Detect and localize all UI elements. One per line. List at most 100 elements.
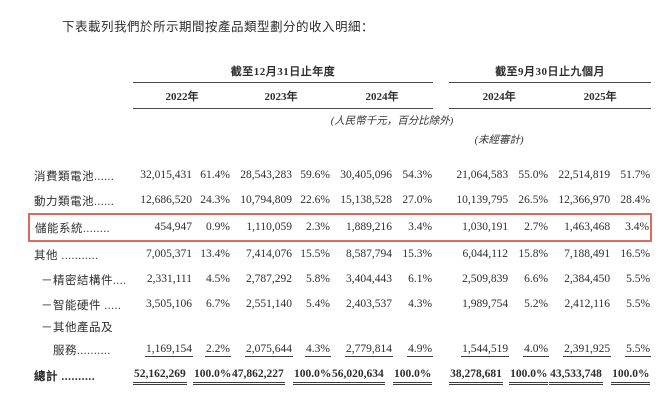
note-currency-unit: (人民幣千元，百分比除外) (330, 116, 454, 127)
cell-percent: 15.5% (300, 248, 330, 260)
cell-value: 1,110,059 (231, 213, 293, 242)
cell-value: 10,794,809 (240, 194, 292, 206)
cell-value: 15,138,528 (340, 194, 392, 206)
cell-percent: 2.7% (509, 213, 550, 242)
column-gap (433, 241, 449, 267)
table-row-precision-structural-parts: －精密結構件.... 2,331,111 4.5% 2,787,292 5.8%… (29, 267, 651, 292)
cell-value: 2,391,925 (563, 342, 612, 357)
row-label: 其他 ........... (34, 249, 99, 262)
table-caption: 下表載列我們於所示期間按產品類型劃分的收入明細： (62, 20, 375, 34)
cell-value: 2,384,450 (564, 273, 611, 285)
cell-percent: 55.0% (518, 169, 549, 181)
cell-value: 12,686,520 (140, 194, 192, 206)
cell-percent: 2.3% (293, 213, 331, 242)
cell-value: 7,005,371 (146, 248, 192, 260)
table-row-smart-hardware: －智能硬件 ..... 3,505,106 6.7% 2,551,140 5.4… (29, 292, 651, 317)
col-group-annual: 截至12月31日止年度 (133, 59, 434, 83)
col-header-2022: 2022年 (133, 82, 231, 109)
cell-value: 8,587,794 (346, 248, 392, 260)
column-gap (433, 362, 449, 398)
cell-value: 2,787,292 (246, 273, 292, 285)
cell-percent: 5.2% (524, 298, 549, 310)
cell-percent: 4.3% (408, 298, 433, 310)
cell-value: 1,989,754 (462, 298, 509, 310)
row-label: －其他產品及 (41, 322, 113, 334)
cell-percent: 24.3% (200, 194, 230, 206)
empty-corner-cell (29, 83, 133, 109)
cell-percent: 16.5% (620, 248, 651, 260)
column-gap (433, 188, 449, 214)
column-gap (433, 59, 449, 83)
cell-value: 10,139,795 (456, 194, 509, 206)
table-row-energy-storage-highlighted: 儲能系統........ 454,947 0.9% 1,110,059 2.3%… (28, 213, 653, 242)
col-header-2024: 2024年 (331, 82, 434, 109)
col-header-2024-9m: 2024年 (449, 82, 550, 109)
table-row-other-products-label-line1: －其他產品及 (29, 317, 651, 337)
note-unaudited: (未經審計) (474, 135, 524, 146)
cell-percent: 61.4% (200, 169, 230, 181)
cell-value: 7,414,076 (246, 248, 292, 260)
row-label: 總計 .......... (34, 371, 96, 383)
cell-percent: 4.0% (523, 342, 550, 357)
cell-percent: 2.2% (205, 342, 231, 357)
cell-value: 1,544,519 (461, 342, 510, 357)
column-gap (433, 337, 449, 362)
cell-value: 2,403,537 (346, 298, 392, 310)
cell-value: 3,404,443 (346, 273, 392, 285)
cell-value: 7,188,491 (564, 248, 611, 260)
cell-percent: 100.0% (193, 362, 231, 398)
cell-percent: 15.8% (518, 248, 549, 260)
row-label: 服務.......... (53, 344, 111, 357)
table-row-other-products-services: 服務.......... 1,169,154 2.2% 2,075,644 4.… (29, 337, 652, 362)
cell-percent: 100.0% (611, 362, 651, 398)
row-label: 動力類電池...... (34, 195, 115, 208)
cell-percent: 0.9% (193, 213, 231, 242)
cell-percent: 28.4% (620, 194, 651, 206)
unit-note-row: (人民幣千元，百分比除外) (29, 109, 651, 129)
cell-value: 43,533,748 (549, 362, 611, 398)
spacer-row (29, 147, 651, 163)
year-header-row: 2022年 2023年 2024年 2024年 2025年 (29, 82, 652, 109)
cell-percent: 15.3% (402, 248, 433, 260)
cell-percent: 22.6% (300, 194, 330, 206)
cell-percent: 13.4% (200, 248, 230, 260)
cell-percent: 5.4% (306, 298, 330, 310)
cell-value: 6,044,112 (462, 248, 509, 260)
cell-value: 1,889,216 (331, 213, 393, 242)
cell-percent: 6.6% (524, 273, 549, 285)
table-row-consumer-batteries: 消費類電池...... 32,015,431 61.4% 28,543,283 … (29, 163, 651, 188)
cell-value: 454,947 (133, 213, 193, 242)
cell-value: 56,020,634 (331, 362, 393, 398)
cell-percent: 100.0% (509, 362, 549, 398)
cell-value: 32,015,431 (140, 169, 192, 181)
column-gap (433, 83, 449, 109)
empty-corner-cell (29, 59, 133, 83)
row-label: 儲能系統........ (28, 213, 133, 242)
row-label: －精密結構件.... (41, 274, 127, 287)
cell-value: 28,543,283 (240, 169, 292, 181)
cell-value: 2,331,111 (146, 273, 192, 285)
row-label: 消費類電池...... (34, 170, 115, 183)
cell-percent: 51.7% (620, 169, 651, 181)
cell-percent: 4.9% (407, 342, 434, 357)
cell-percent: 59.6% (300, 169, 330, 181)
cell-value: 2,551,140 (246, 298, 292, 310)
cell-percent: 6.1% (408, 273, 433, 285)
table-row-total: 總計 .......... 52,162,269 100.0% 47,862,2… (29, 362, 651, 398)
cell-percent: 100.0% (393, 362, 433, 398)
column-gap (433, 163, 449, 188)
cell-percent: 5.5% (626, 298, 651, 310)
column-gap (433, 213, 450, 242)
cell-value: 12,366,970 (558, 194, 611, 206)
cell-value: 52,162,269 (133, 362, 193, 398)
cell-percent: 4.3% (305, 342, 331, 357)
cell-value: 1,169,154 (145, 342, 193, 357)
cell-value: 2,412,116 (564, 298, 611, 310)
cell-percent: 3.4% (611, 213, 653, 242)
cell-percent: 6.7% (206, 298, 230, 310)
col-header-2025-9m: 2025年 (549, 82, 652, 109)
table-row-others: 其他 ........... 7,005,371 13.4% 7,414,076… (29, 241, 651, 267)
revenue-by-product-table: 截至12月31日止年度 截至9月30日止九個月 2022年 2023年 2024… (28, 59, 653, 398)
row-label: －智能硬件 ..... (41, 299, 122, 312)
col-header-2023: 2023年 (231, 82, 331, 109)
